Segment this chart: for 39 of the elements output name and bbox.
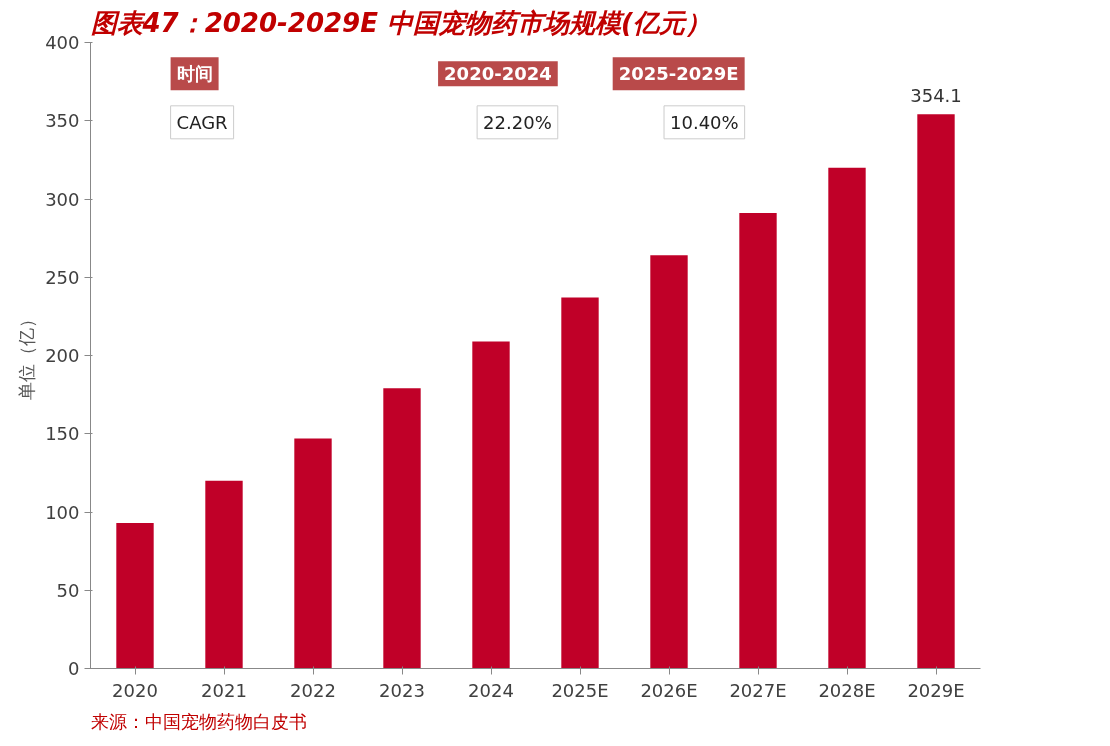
bar — [205, 480, 243, 669]
x-tick-label: 2023 — [379, 679, 425, 701]
bar — [650, 255, 688, 669]
chart-title: 图表47：2020-2029E 中国宠物药市场规模(亿元） — [90, 7, 711, 38]
bar — [383, 388, 421, 669]
bar — [472, 341, 510, 669]
bar — [739, 213, 777, 669]
annotation: 10.40% — [670, 111, 739, 133]
x-tick-label: 2021 — [201, 679, 247, 701]
y-tick-label: 350 — [45, 110, 80, 132]
x-tick-label: 2026E — [640, 679, 698, 701]
annotation: 2025-2029E — [618, 63, 739, 85]
bar — [917, 114, 955, 669]
source-note: 来源：中国宠物药物白皮书 — [90, 710, 307, 732]
y-tick-label: 200 — [45, 345, 80, 366]
y-axis-title: 单位（亿） — [17, 310, 38, 401]
x-tick-label: 2028E — [818, 679, 876, 701]
bar — [294, 438, 332, 669]
x-tick-label: 2029E — [907, 679, 965, 701]
y-tick-label: 100 — [45, 501, 80, 523]
x-tick-label: 2020 — [112, 679, 158, 701]
y-tick-label: 50 — [56, 579, 80, 601]
annotation: CAGR — [176, 111, 228, 133]
annotation: 22.20% — [483, 111, 552, 133]
y-tick-label: 400 — [45, 32, 80, 53]
y-tick-label: 150 — [45, 423, 80, 445]
bar — [116, 522, 154, 669]
annotation: 时间 — [176, 63, 213, 85]
data-label: 354.1 — [910, 85, 962, 107]
x-tick-label: 2024 — [468, 679, 514, 701]
bar — [561, 297, 599, 669]
y-tick-label: 0 — [68, 658, 80, 679]
bar — [828, 167, 866, 669]
x-tick-label: 2025E — [551, 679, 609, 701]
x-tick-label: 2022 — [290, 679, 336, 701]
annotation: 2020-2024 — [444, 63, 552, 85]
y-tick-label: 300 — [45, 188, 80, 210]
y-tick-label: 250 — [45, 266, 80, 288]
x-tick-label: 2027E — [729, 679, 787, 701]
